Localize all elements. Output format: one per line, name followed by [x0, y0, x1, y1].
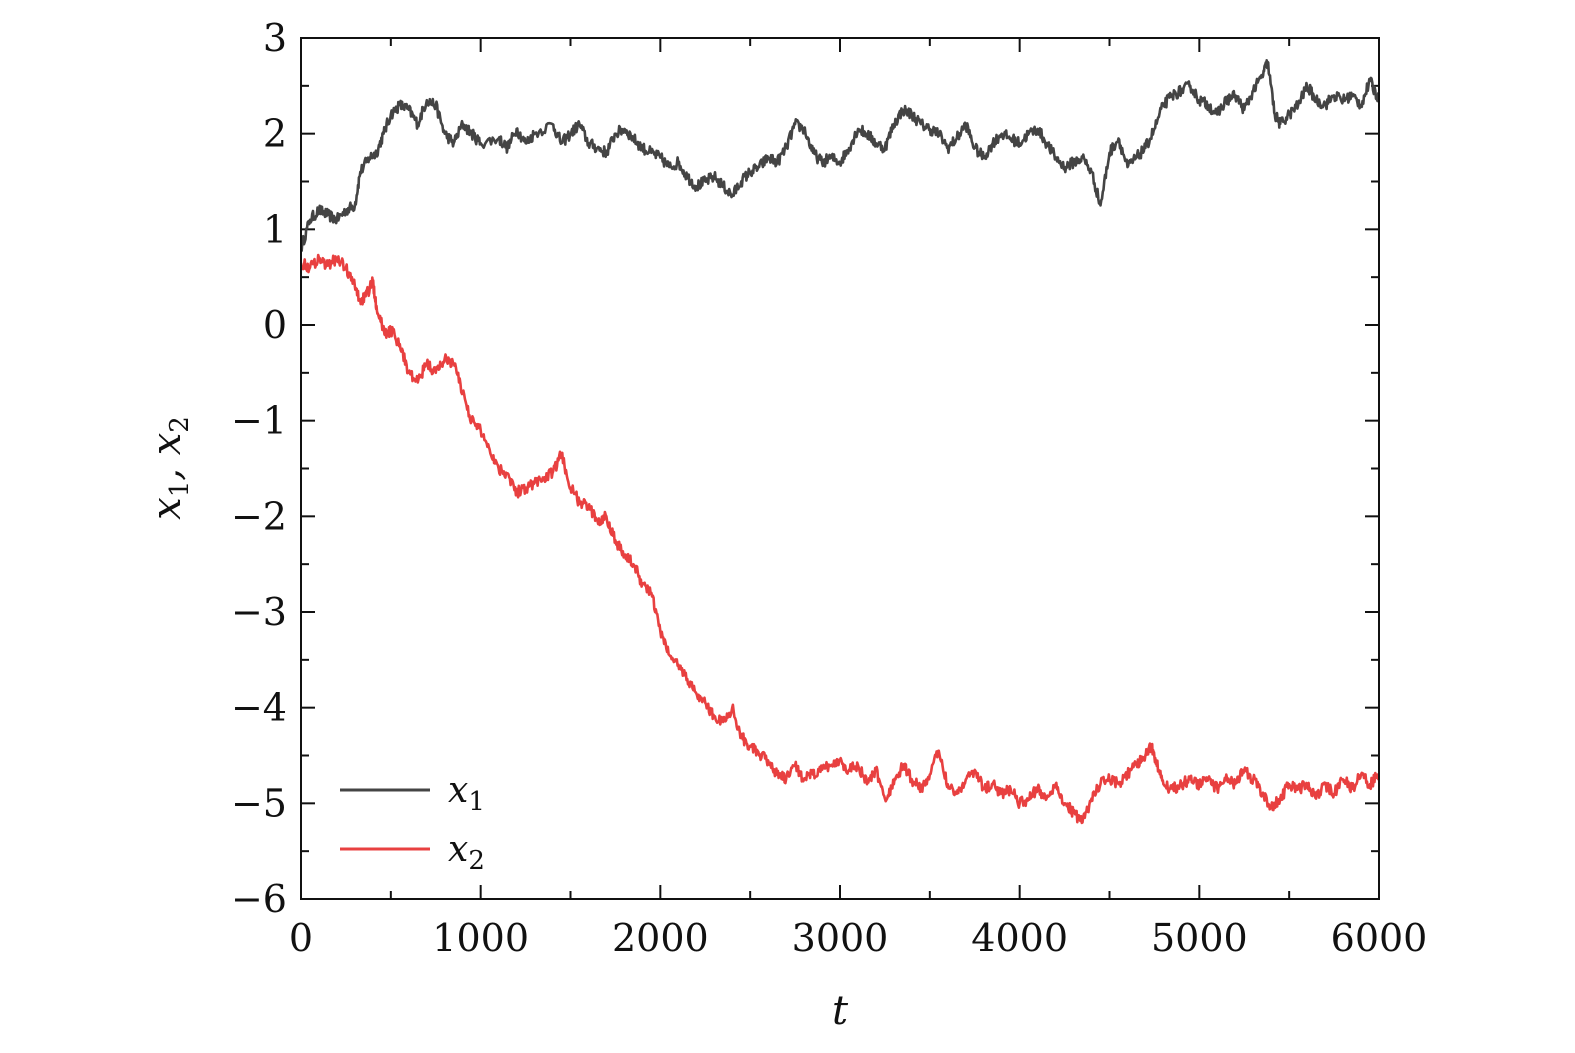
x-tick-label: 4000 — [971, 916, 1068, 960]
y-tick-label: 0 — [263, 303, 287, 347]
legend-label-x2: x2 — [448, 829, 485, 876]
y-tick-label: −4 — [231, 686, 287, 730]
y-tick-label: 2 — [263, 112, 287, 156]
plot-frame — [300, 37, 1380, 900]
y-tick-label: 1 — [263, 207, 287, 251]
x-tick-label: 1000 — [432, 916, 529, 960]
y-tick-label: −6 — [231, 877, 287, 921]
legend-label-x1: x1 — [448, 770, 485, 817]
y-tick-label: 3 — [263, 16, 287, 60]
legend: x1 x2 — [340, 770, 485, 876]
y-axis-label: x1, x2 — [144, 416, 195, 520]
x-tick-label: 0 — [289, 916, 313, 960]
x-tick-label: 2000 — [612, 916, 709, 960]
x-tick-label: 5000 — [1151, 916, 1248, 960]
series-line-x1 — [301, 58, 1379, 252]
x-axis-label: t — [832, 988, 849, 1034]
y-tick-label: −2 — [231, 494, 287, 538]
y-tick-label: −5 — [231, 781, 287, 825]
series-lines — [301, 58, 1379, 825]
y-tick-labels: 3 2 1 0 −1 −2 −3 −4 −5 −6 — [231, 16, 287, 921]
series-line-x2 — [301, 253, 1379, 825]
y-tick-label: −1 — [231, 399, 287, 443]
x-tick-labels: 0 1000 2000 3000 4000 5000 6000 — [289, 916, 1427, 960]
axis-ticks — [300, 37, 1380, 900]
x-tick-label: 3000 — [792, 916, 889, 960]
x-tick-label: 6000 — [1331, 916, 1428, 960]
y-tick-label: −3 — [231, 590, 287, 634]
